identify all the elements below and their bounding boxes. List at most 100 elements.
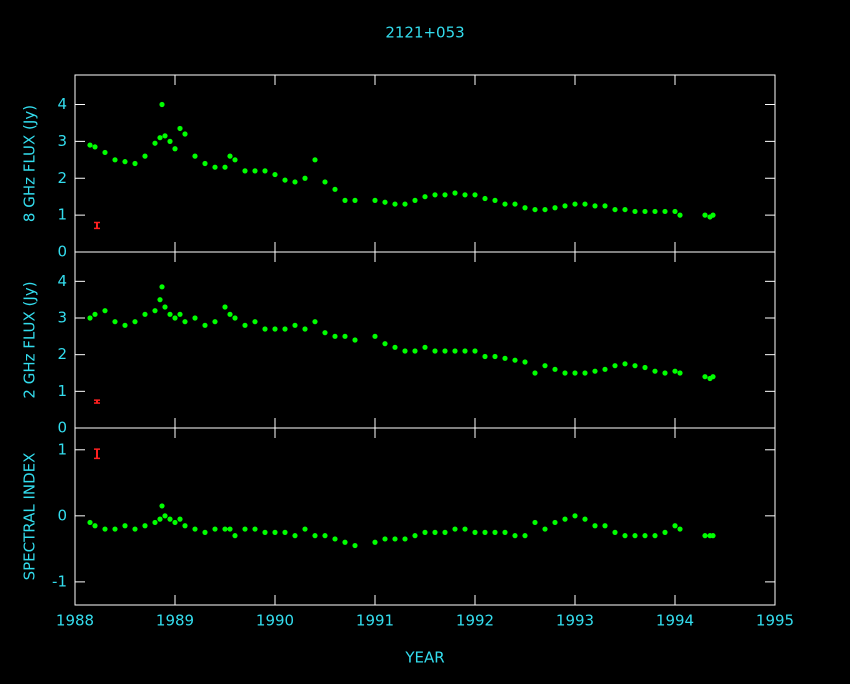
data-point	[492, 197, 498, 203]
data-point	[422, 529, 428, 535]
data-point	[582, 201, 588, 207]
data-point	[652, 368, 658, 374]
data-point	[572, 201, 578, 207]
data-point	[342, 333, 348, 339]
data-point	[602, 366, 608, 372]
data-point	[552, 205, 558, 211]
y-tick-label: 4	[57, 272, 67, 290]
data-point	[212, 319, 218, 325]
data-point	[102, 308, 108, 314]
x-tick-label: 1994	[656, 612, 694, 630]
data-point	[572, 370, 578, 376]
data-point	[312, 157, 318, 163]
x-tick-label: 1989	[156, 612, 194, 630]
y-tick-label: 1	[57, 440, 67, 458]
data-point	[652, 533, 658, 539]
data-point	[672, 208, 678, 215]
data-point	[472, 348, 478, 354]
data-point	[552, 366, 558, 372]
y-tick-label: 3	[57, 132, 67, 150]
y-axis-label: 2 GHz FLUX (Jy)	[21, 281, 39, 398]
data-point	[232, 315, 238, 321]
data-point	[222, 526, 228, 532]
data-point	[332, 186, 338, 192]
data-point	[227, 311, 233, 317]
data-point	[442, 192, 448, 198]
data-point	[177, 311, 183, 317]
data-point	[582, 516, 588, 522]
data-point	[312, 319, 318, 325]
data-point	[192, 526, 198, 532]
data-point	[142, 311, 148, 317]
data-point	[142, 153, 148, 159]
data-point	[677, 370, 683, 376]
data-point	[312, 533, 318, 539]
y-tick-label: 3	[57, 309, 67, 327]
data-point	[452, 526, 458, 532]
data-point	[602, 523, 608, 529]
data-point	[92, 311, 98, 317]
data-point	[87, 315, 93, 321]
data-point	[677, 526, 683, 532]
data-point	[422, 344, 428, 350]
data-point	[142, 523, 148, 529]
y-tick-label: 4	[57, 95, 67, 113]
data-point	[512, 201, 518, 207]
data-point	[132, 526, 138, 532]
data-point	[402, 536, 408, 542]
data-point	[162, 304, 168, 310]
data-point	[642, 364, 648, 371]
data-point	[632, 533, 638, 539]
data-point	[652, 208, 658, 215]
data-point	[122, 523, 128, 529]
data-point	[222, 304, 228, 310]
data-point	[177, 516, 183, 522]
data-point	[272, 529, 278, 535]
data-point	[227, 153, 233, 159]
data-point	[87, 142, 93, 148]
y-axis-label: 8 GHz FLUX (Jy)	[21, 105, 39, 222]
data-point	[702, 533, 708, 539]
data-point	[592, 203, 598, 209]
y-tick-label: -1	[52, 572, 67, 590]
data-point	[132, 319, 138, 325]
data-point	[232, 157, 238, 163]
data-point	[372, 333, 378, 339]
data-point	[502, 201, 508, 207]
data-point	[167, 516, 173, 522]
data-point	[662, 529, 668, 535]
data-point	[702, 212, 708, 218]
data-point	[542, 206, 548, 213]
data-point	[172, 519, 178, 526]
data-point	[157, 297, 163, 303]
data-point	[532, 519, 538, 526]
data-point	[582, 370, 588, 376]
data-point	[412, 348, 418, 354]
data-point	[157, 516, 163, 522]
data-point	[302, 526, 308, 532]
data-point	[382, 199, 388, 205]
data-point	[342, 197, 348, 203]
x-tick-label: 1992	[456, 612, 494, 630]
data-point	[202, 160, 208, 167]
data-point	[382, 536, 388, 542]
data-point	[612, 529, 618, 535]
data-point	[710, 533, 716, 539]
data-point	[662, 370, 668, 376]
data-point	[462, 192, 468, 198]
data-point	[242, 168, 248, 174]
x-tick-label: 1993	[556, 612, 594, 630]
y-tick-label: 0	[57, 419, 67, 437]
data-point	[282, 529, 288, 535]
y-tick-label: 0	[57, 506, 67, 524]
data-point	[642, 208, 648, 215]
data-point	[112, 319, 118, 325]
data-point	[612, 206, 618, 213]
data-point	[292, 322, 298, 328]
data-point	[472, 192, 478, 198]
x-tick-label: 1991	[356, 612, 394, 630]
data-point	[462, 526, 468, 532]
data-point	[322, 179, 328, 185]
